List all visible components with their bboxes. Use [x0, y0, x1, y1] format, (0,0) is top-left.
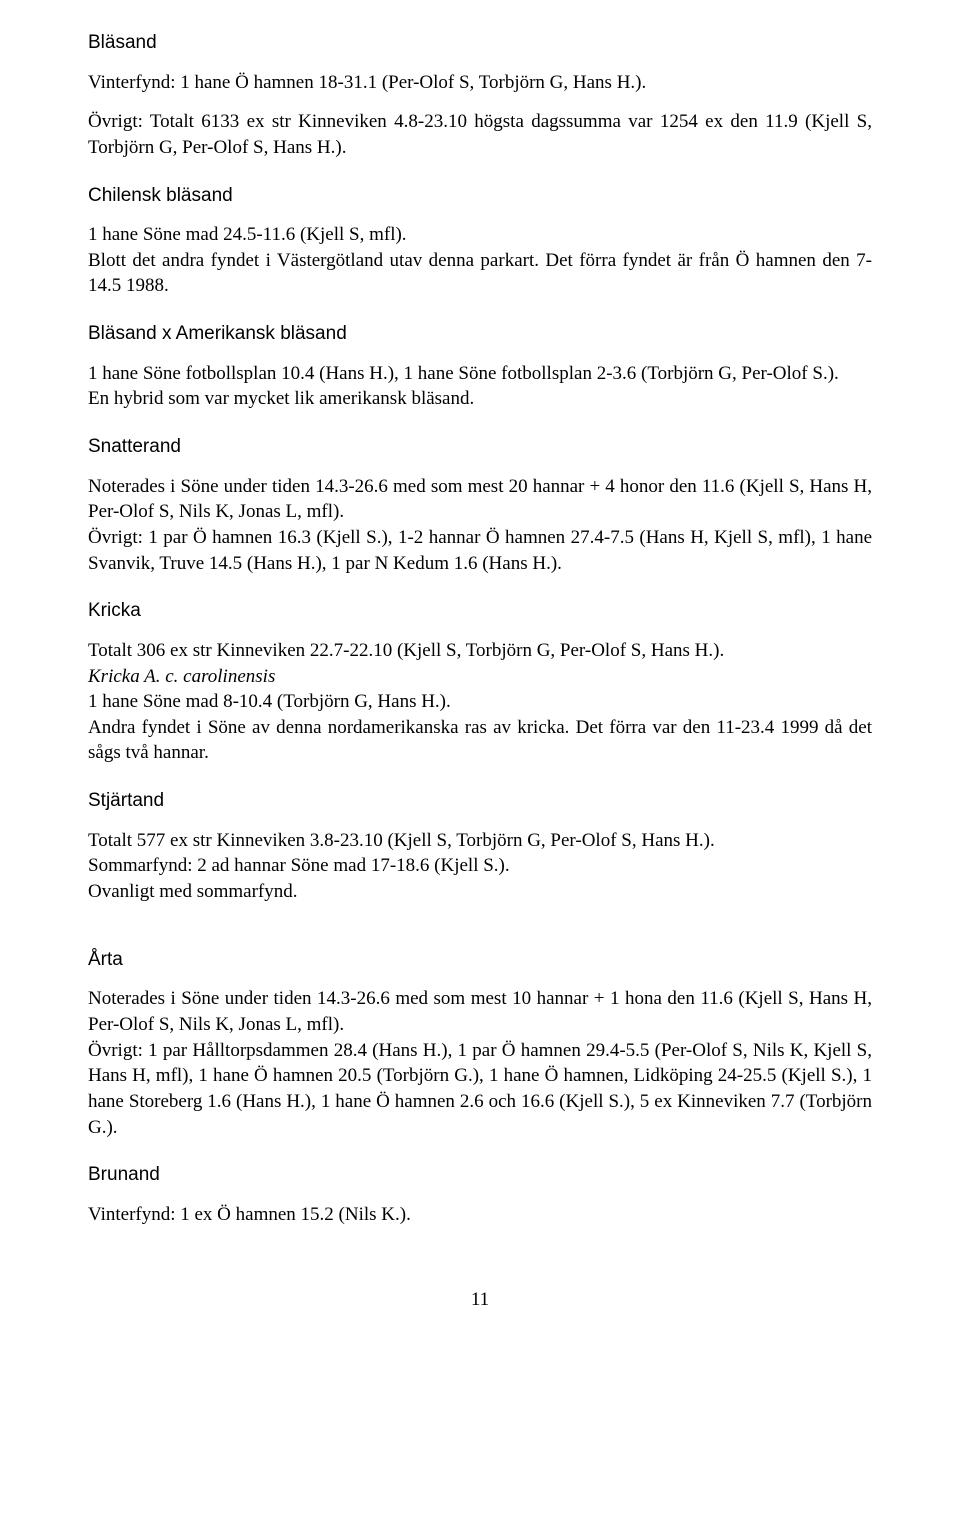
heading-snatterand: Snatterand [88, 434, 872, 460]
text-kricka-3: Andra fyndet i Söne av denna nordamerika… [88, 715, 872, 766]
section-hybrid: Bläsand x Amerikansk bläsand 1 hane Söne… [88, 321, 872, 412]
text-snatterand-2: Övrigt: 1 par Ö hamnen 16.3 (Kjell S.), … [88, 525, 872, 576]
text-stjartand-2: Sommarfynd: 2 ad hannar Söne mad 17-18.6… [88, 853, 872, 879]
section-blasand: Bläsand Vinterfynd: 1 hane Ö hamnen 18-3… [88, 30, 872, 161]
section-chilensk: Chilensk bläsand 1 hane Söne mad 24.5-11… [88, 183, 872, 300]
heading-blasand: Bläsand [88, 30, 872, 56]
text-kricka-1: Totalt 306 ex str Kinneviken 22.7-22.10 … [88, 638, 872, 664]
heading-kricka: Kricka [88, 598, 872, 624]
text-kricka-2: 1 hane Söne mad 8-10.4 (Torbjörn G, Hans… [88, 689, 872, 715]
heading-hybrid: Bläsand x Amerikansk bläsand [88, 321, 872, 347]
text-blasand-2: Övrigt: Totalt 6133 ex str Kinneviken 4.… [88, 109, 872, 160]
text-kricka-sub: Kricka A. c. carolinensis [88, 664, 872, 690]
text-blasand-1: Vinterfynd: 1 hane Ö hamnen 18-31.1 (Per… [88, 70, 872, 96]
text-stjartand-3: Ovanligt med sommarfynd. [88, 879, 872, 905]
text-hybrid-2: En hybrid som var mycket lik amerikansk … [88, 386, 872, 412]
text-hybrid-1: 1 hane Söne fotbollsplan 10.4 (Hans H.),… [88, 361, 872, 387]
section-arta: Årta Noterades i Söne under tiden 14.3-2… [88, 947, 872, 1140]
text-arta-1: Noterades i Söne under tiden 14.3-26.6 m… [88, 986, 872, 1037]
section-snatterand: Snatterand Noterades i Söne under tiden … [88, 434, 872, 576]
text-chilensk-1: 1 hane Söne mad 24.5-11.6 (Kjell S, mfl)… [88, 222, 872, 248]
heading-arta: Årta [88, 947, 872, 973]
heading-stjartand: Stjärtand [88, 788, 872, 814]
section-brunand: Brunand Vinterfynd: 1 ex Ö hamnen 15.2 (… [88, 1162, 872, 1227]
text-brunand-1: Vinterfynd: 1 ex Ö hamnen 15.2 (Nils K.)… [88, 1202, 872, 1228]
page-number: 11 [88, 1287, 872, 1313]
heading-chilensk: Chilensk bläsand [88, 183, 872, 209]
section-kricka: Kricka Totalt 306 ex str Kinneviken 22.7… [88, 598, 872, 766]
text-arta-2: Övrigt: 1 par Hålltorpsdammen 28.4 (Hans… [88, 1038, 872, 1141]
text-chilensk-2: Blott det andra fyndet i Västergötland u… [88, 248, 872, 299]
spacer [88, 927, 872, 947]
heading-brunand: Brunand [88, 1162, 872, 1188]
section-stjartand: Stjärtand Totalt 577 ex str Kinneviken 3… [88, 788, 872, 905]
text-stjartand-1: Totalt 577 ex str Kinneviken 3.8-23.10 (… [88, 828, 872, 854]
text-snatterand-1: Noterades i Söne under tiden 14.3-26.6 m… [88, 474, 872, 525]
